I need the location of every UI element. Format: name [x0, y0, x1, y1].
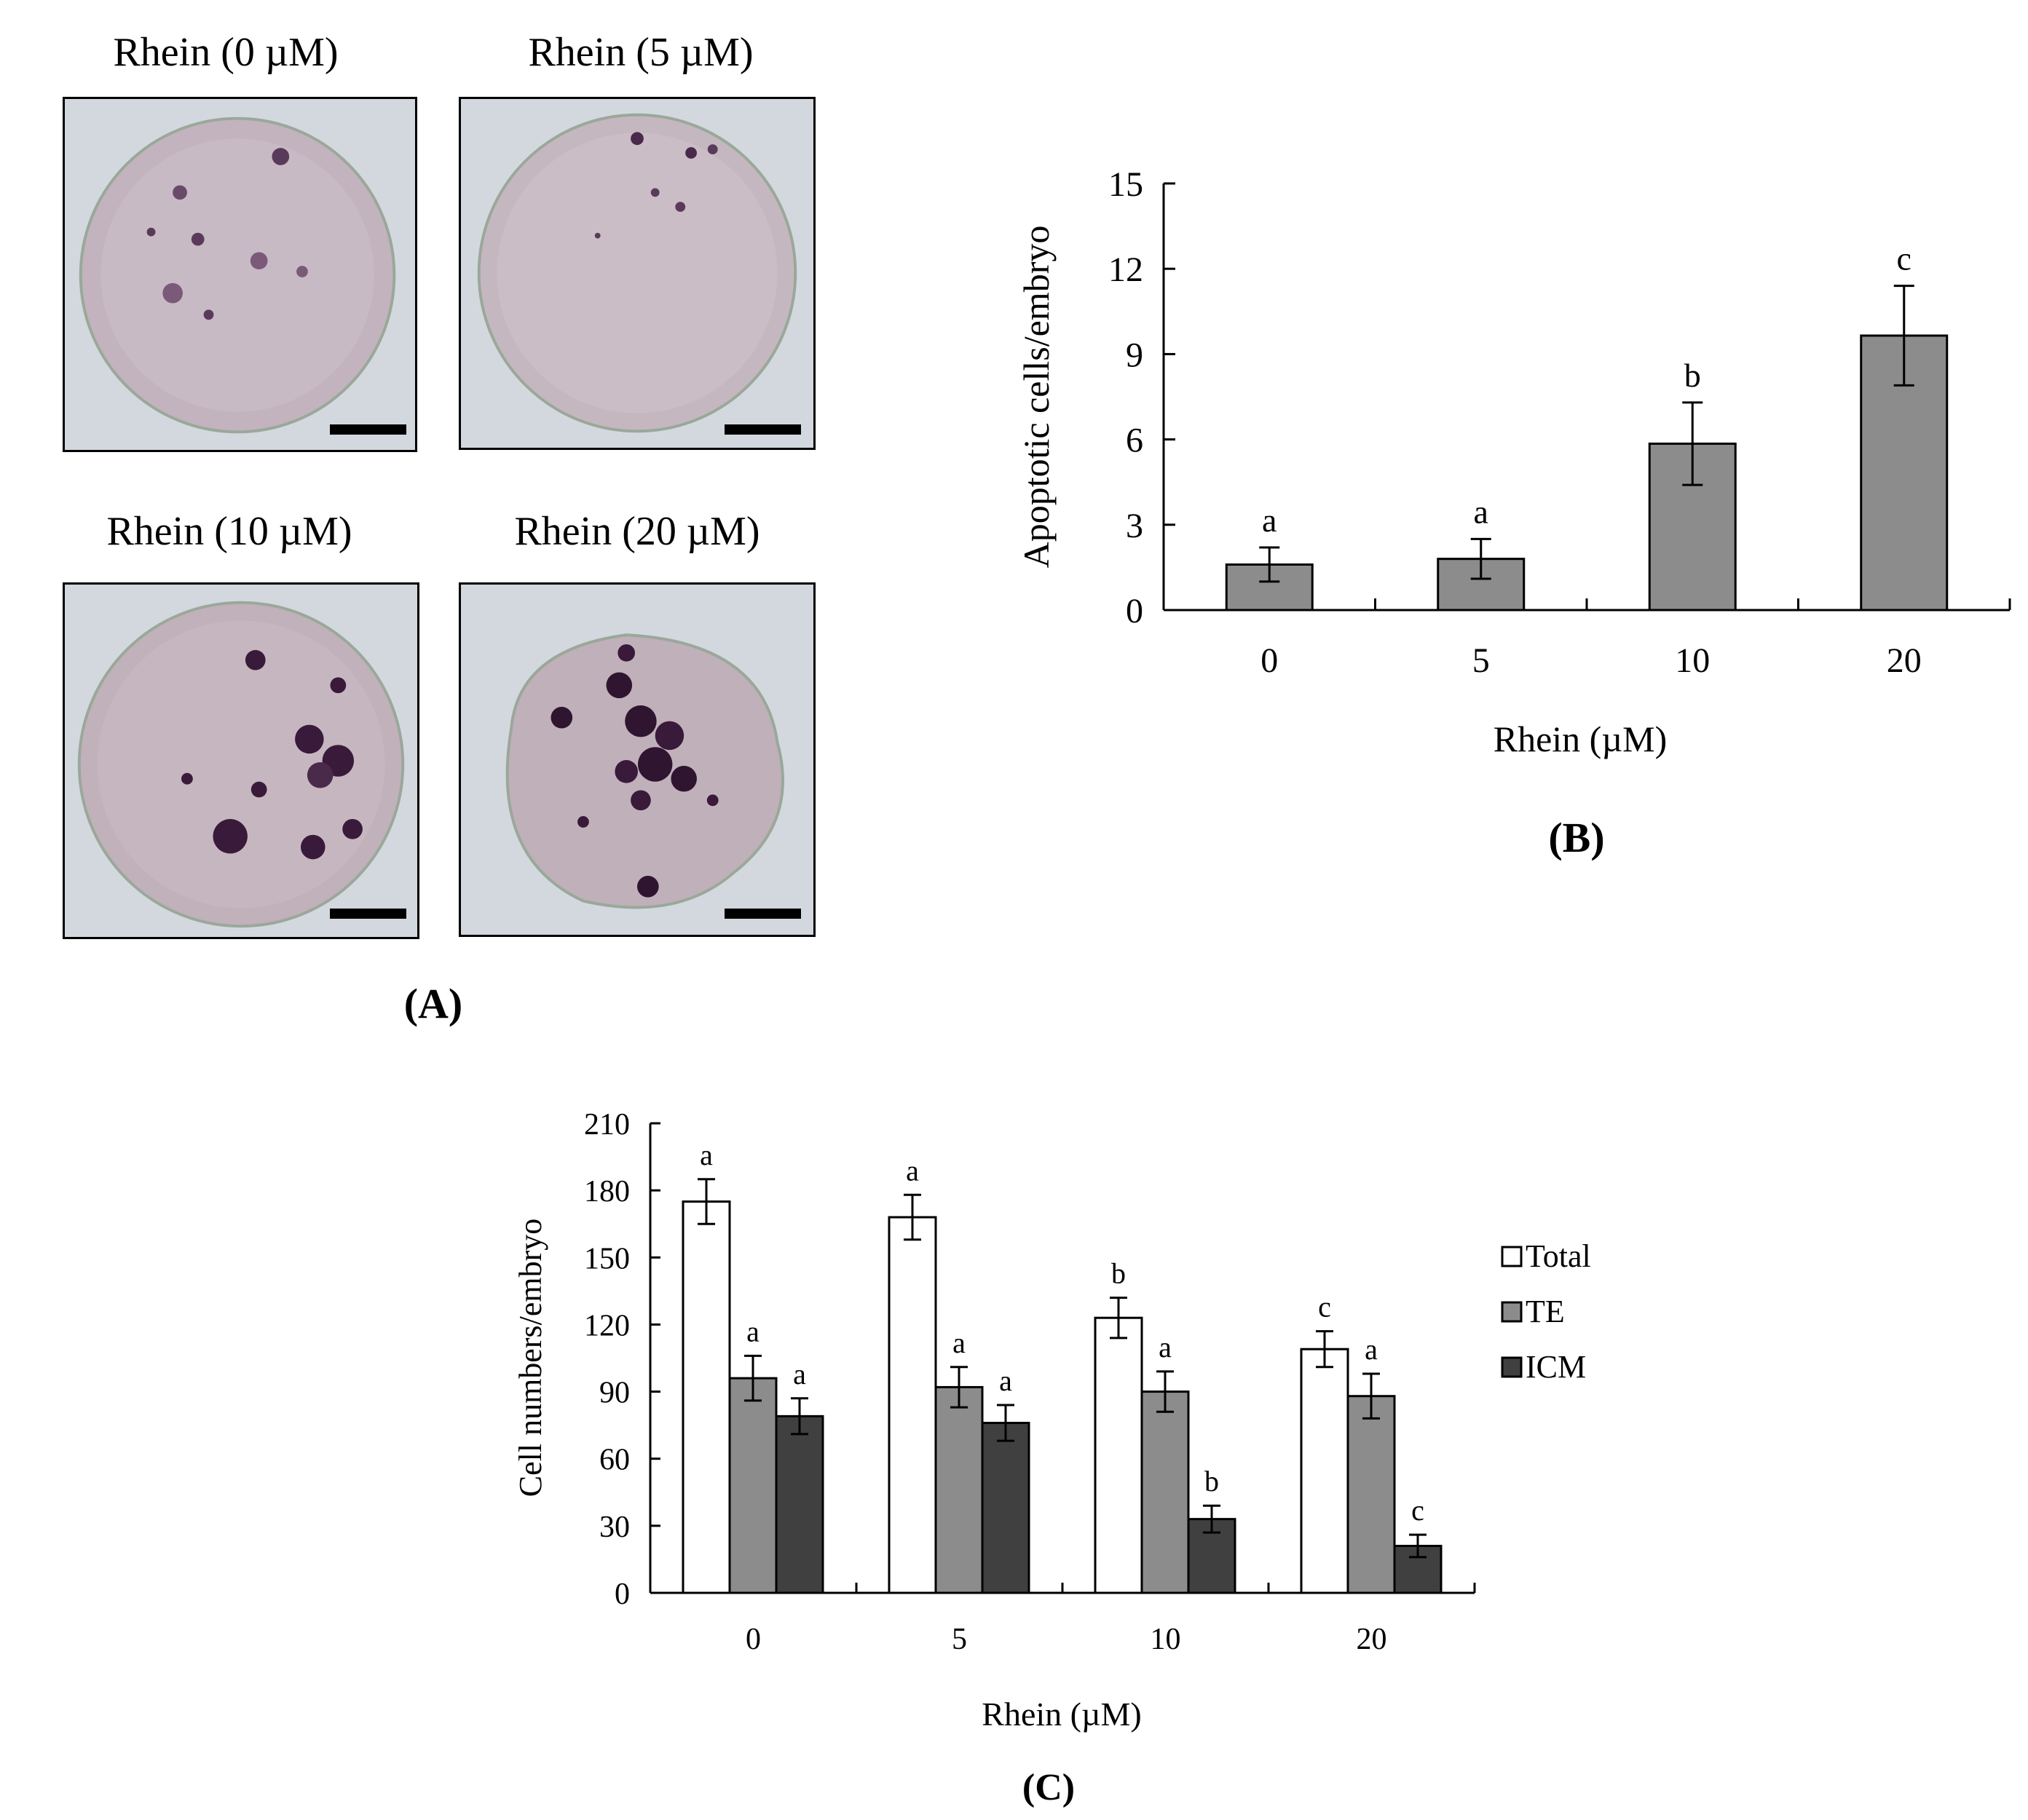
y-tick-label: 6	[1126, 422, 1143, 460]
significance-label: b	[1111, 1257, 1126, 1290]
image-title-5: Rhein (5 µM)	[528, 30, 754, 75]
y-axis-title: Apoptotic cells/embryo	[1016, 226, 1057, 569]
scale-bar	[725, 909, 801, 919]
scale-bar	[725, 424, 801, 435]
significance-label: b	[1684, 357, 1701, 394]
x-tick-label: 20	[1357, 1623, 1387, 1656]
image-title-0: Rhein (0 µM)	[113, 30, 339, 75]
bar-icm	[775, 1415, 824, 1594]
panel-label-b: (B)	[1548, 814, 1604, 861]
x-tick-label: 0	[746, 1623, 761, 1656]
bar-te	[1346, 1395, 1396, 1594]
legend-label-te: TE	[1526, 1294, 1565, 1329]
bar	[1860, 334, 1949, 612]
bar-total	[888, 1216, 937, 1594]
panel-label-c: (C)	[1022, 1767, 1075, 1808]
y-tick-label: 150	[584, 1242, 630, 1275]
embryo-micrograph-5	[459, 97, 816, 450]
legend-swatch-te	[1501, 1301, 1523, 1323]
significance-label: c	[1897, 240, 1911, 277]
significance-label: c	[1411, 1494, 1424, 1527]
bar-total	[682, 1200, 731, 1594]
significance-label: a	[1159, 1331, 1172, 1364]
significance-label: c	[1318, 1291, 1331, 1324]
y-tick-label: 0	[1126, 592, 1143, 630]
significance-label: a	[1365, 1333, 1378, 1366]
significance-label: a	[906, 1154, 919, 1187]
x-tick-label: 5	[952, 1623, 967, 1656]
y-tick-label: 15	[1108, 165, 1143, 204]
x-tick-label: 10	[1675, 641, 1710, 680]
bar-te	[728, 1377, 778, 1594]
y-tick-label: 60	[599, 1444, 630, 1477]
x-axis-title: Rhein (µM)	[1494, 719, 1668, 759]
y-tick-label: 9	[1126, 336, 1143, 374]
significance-label: a	[952, 1326, 966, 1359]
y-tick-label: 12	[1108, 250, 1143, 289]
scale-bar	[330, 909, 406, 919]
y-axis-title: Cell numbers/embryo	[513, 1219, 548, 1497]
y-tick-label: 30	[599, 1511, 630, 1544]
significance-label: b	[1204, 1465, 1219, 1497]
y-tick-label: 0	[615, 1578, 630, 1611]
bar	[1437, 558, 1526, 612]
x-tick-label: 20	[1887, 641, 1922, 680]
y-tick-label: 210	[584, 1108, 630, 1142]
bar-icm	[1187, 1518, 1236, 1594]
legend-label-total: Total	[1526, 1238, 1591, 1274]
x-axis-title: Rhein (µM)	[982, 1696, 1141, 1733]
bar-icm	[1393, 1545, 1443, 1594]
embryo-micrograph-0	[63, 97, 417, 452]
scale-bar	[330, 424, 406, 435]
legend-label-icm: ICM	[1526, 1349, 1586, 1385]
bar-total	[1094, 1316, 1143, 1594]
legend-swatch-icm	[1501, 1356, 1523, 1378]
y-tick-label: 3	[1126, 507, 1143, 545]
significance-label: a	[746, 1315, 759, 1348]
embryo-micrograph-20	[459, 582, 816, 937]
significance-label: a	[700, 1139, 713, 1171]
image-title-10: Rhein (10 µM)	[106, 509, 352, 554]
bar	[1648, 442, 1737, 612]
x-tick-label: 10	[1151, 1623, 1181, 1656]
panel-label-a: (A)	[403, 980, 463, 1027]
legend-swatch-total	[1501, 1246, 1523, 1267]
y-tick-label: 180	[584, 1175, 630, 1208]
bar-icm	[981, 1422, 1030, 1594]
y-tick-label: 90	[599, 1377, 630, 1410]
image-title-20: Rhein (20 µM)	[514, 509, 760, 554]
bar	[1225, 563, 1314, 612]
embryo-micrograph-10	[63, 582, 419, 939]
significance-label: a	[793, 1358, 806, 1390]
bar-te	[934, 1385, 984, 1594]
bar-total	[1300, 1348, 1349, 1594]
significance-label: a	[1474, 493, 1488, 530]
significance-label: a	[999, 1364, 1012, 1397]
significance-label: a	[1262, 502, 1277, 539]
y-tick-label: 120	[584, 1309, 630, 1342]
x-tick-label: 5	[1472, 641, 1490, 680]
bar-te	[1140, 1390, 1190, 1594]
x-tick-label: 0	[1260, 641, 1278, 680]
